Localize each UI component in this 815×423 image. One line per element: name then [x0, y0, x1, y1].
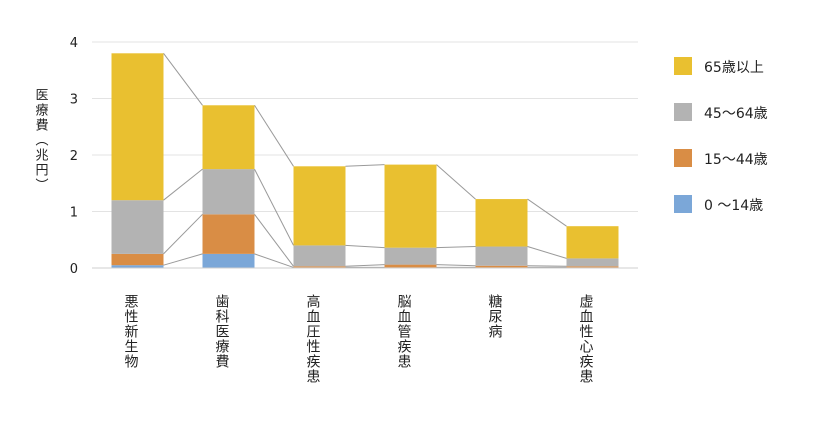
- bar-segment: [384, 264, 437, 268]
- bar-segment: [475, 246, 528, 266]
- bar-segment: [202, 105, 255, 170]
- bar-segment: [111, 200, 164, 254]
- bar-segment: [475, 199, 528, 247]
- category-label: 虚血性心疾患: [578, 294, 594, 384]
- series-connector-line: [163, 253, 203, 266]
- legend-label: 65歳以上: [704, 60, 764, 76]
- series-connector-line: [436, 264, 476, 267]
- series-connector-line: [345, 264, 385, 267]
- y-tick-label: 3: [70, 93, 78, 108]
- series-connector-line: [254, 168, 294, 246]
- bar-segment: [202, 214, 255, 254]
- y-axis-label: 医療費（兆円）: [33, 88, 49, 193]
- bar-segment: [384, 247, 437, 265]
- category-label: 悪性新生物: [123, 294, 139, 369]
- series-connector-line: [527, 246, 567, 259]
- series-connector-line: [345, 244, 385, 249]
- series-connector-line: [163, 168, 203, 201]
- bar-segment: [293, 166, 346, 246]
- bar-segment: [111, 53, 164, 201]
- bar-segment: [293, 245, 346, 267]
- y-tick-label: 1: [70, 206, 78, 221]
- series-connector-line: [436, 246, 476, 249]
- series-connector-line: [163, 213, 203, 255]
- series-connector-line: [527, 198, 567, 227]
- y-tick-label: 2: [70, 149, 78, 164]
- series-connector-line: [345, 164, 385, 167]
- bar-segment: [202, 253, 255, 268]
- legend-label: 0 ～14歳: [704, 198, 763, 214]
- series-connector-line: [254, 214, 294, 267]
- legend-swatch: [674, 195, 692, 213]
- series-connector-line: [436, 164, 476, 200]
- category-label: 糖尿病: [487, 294, 503, 339]
- bar-segment: [566, 266, 619, 268]
- category-label: 高血圧性疾患: [305, 293, 321, 384]
- legend-swatch: [674, 149, 692, 167]
- y-tick-label: 0: [70, 262, 78, 277]
- series-connector-line: [254, 105, 294, 167]
- legend-label: 45～64歳: [704, 106, 768, 122]
- bar-segment: [566, 258, 619, 267]
- bar-segment: [384, 164, 437, 248]
- series-connector-line: [527, 265, 567, 267]
- legend-label: 15～44歳: [704, 152, 768, 168]
- category-label: 脳血管疾患: [396, 294, 412, 369]
- bar-segment: [566, 226, 619, 259]
- bar-segment: [293, 266, 346, 268]
- bar-segment: [111, 265, 164, 268]
- series-connector-line: [163, 52, 203, 106]
- bar-segment: [475, 265, 528, 268]
- legend-swatch: [674, 57, 692, 75]
- legend-swatch: [674, 103, 692, 121]
- category-label: 歯科医療費: [214, 294, 230, 369]
- bar-segment: [202, 169, 255, 215]
- y-tick-label: 4: [70, 36, 78, 51]
- bar-segment: [111, 253, 164, 266]
- series-connector-line: [254, 253, 294, 268]
